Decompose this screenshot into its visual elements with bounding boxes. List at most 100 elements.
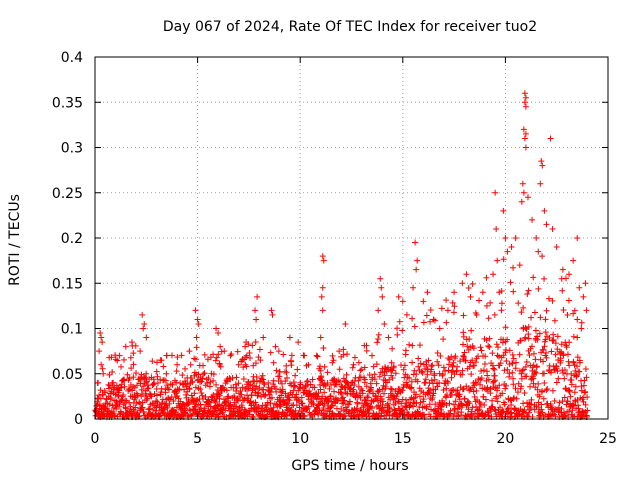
data-point	[237, 387, 244, 394]
data-point	[375, 307, 382, 314]
data-point	[415, 363, 422, 370]
data-point	[538, 406, 545, 413]
data-point	[362, 376, 369, 383]
data-point	[509, 369, 516, 376]
data-point	[564, 312, 571, 319]
data-point	[150, 406, 157, 413]
data-point	[126, 375, 133, 382]
data-point	[574, 316, 581, 323]
data-point	[98, 361, 105, 368]
data-point	[233, 374, 240, 381]
data-point	[566, 339, 573, 346]
data-point	[413, 371, 420, 378]
data-point	[301, 413, 308, 420]
data-point	[145, 385, 152, 392]
data-point	[132, 342, 139, 349]
data-point	[402, 403, 409, 410]
data-point	[502, 385, 509, 392]
data-point	[576, 284, 583, 291]
data-point	[350, 361, 357, 368]
data-point	[541, 380, 548, 387]
data-point	[533, 370, 540, 377]
data-point	[552, 413, 559, 420]
data-point	[193, 397, 200, 404]
data-point	[482, 396, 489, 403]
data-point	[478, 347, 485, 354]
data-point	[339, 400, 346, 407]
data-point	[118, 409, 125, 416]
data-point	[305, 361, 312, 368]
data-point	[449, 299, 456, 306]
data-point	[580, 382, 587, 389]
data-point	[283, 412, 290, 419]
data-point	[471, 393, 478, 400]
data-point	[483, 274, 490, 281]
data-point	[235, 361, 242, 368]
data-point	[419, 369, 426, 376]
data-point	[320, 344, 327, 351]
data-point	[440, 386, 447, 393]
data-point	[229, 375, 236, 382]
data-point	[489, 350, 496, 357]
data-point	[221, 348, 228, 355]
data-point	[140, 383, 147, 390]
data-point	[197, 379, 204, 386]
data-point	[496, 382, 503, 389]
data-point	[582, 389, 589, 396]
data-point	[521, 135, 528, 142]
data-point	[267, 400, 274, 407]
data-point	[544, 385, 551, 392]
data-point	[449, 362, 456, 369]
data-point	[434, 383, 441, 390]
data-point	[174, 392, 181, 399]
data-point	[452, 353, 459, 360]
data-point	[527, 383, 534, 390]
data-point	[413, 266, 420, 273]
data-point	[267, 389, 274, 396]
data-point	[408, 378, 415, 385]
data-point	[431, 370, 438, 377]
data-point	[485, 315, 492, 322]
data-point	[370, 363, 377, 370]
data-point	[379, 293, 386, 300]
data-point	[462, 357, 469, 364]
data-point	[487, 299, 494, 306]
data-point	[357, 374, 364, 381]
data-point	[154, 373, 161, 380]
data-point	[485, 343, 492, 350]
data-point	[338, 383, 345, 390]
data-point	[267, 349, 274, 356]
data-point	[531, 309, 538, 316]
data-point	[389, 345, 396, 352]
data-point	[311, 384, 318, 391]
data-point	[253, 316, 260, 323]
data-point	[468, 408, 475, 415]
data-point	[355, 377, 362, 384]
data-point	[192, 384, 199, 391]
data-point	[505, 405, 512, 412]
data-point	[541, 370, 548, 377]
data-point	[483, 302, 490, 309]
data-point	[530, 350, 537, 357]
data-point	[242, 343, 249, 350]
data-point	[517, 337, 524, 344]
data-point	[186, 386, 193, 393]
data-point	[395, 405, 402, 412]
data-point	[422, 376, 429, 383]
data-point	[186, 348, 193, 355]
data-point	[164, 404, 171, 411]
data-point	[268, 394, 275, 401]
data-point	[428, 377, 435, 384]
data-point	[574, 235, 581, 241]
data-point	[525, 287, 532, 294]
data-point	[174, 361, 181, 368]
data-point	[340, 346, 347, 353]
axis-ticks: 0 5 10 15 20 25 0 0.05 0.1 0.15 0.2 0.25 0.3 0.35 0.4	[52, 50, 617, 447]
data-point	[260, 386, 267, 393]
data-point	[583, 374, 590, 381]
data-point	[584, 407, 591, 414]
y-tick-label: 0.35	[52, 95, 83, 111]
data-point	[122, 343, 129, 350]
data-point	[359, 390, 366, 397]
data-point	[386, 376, 393, 383]
